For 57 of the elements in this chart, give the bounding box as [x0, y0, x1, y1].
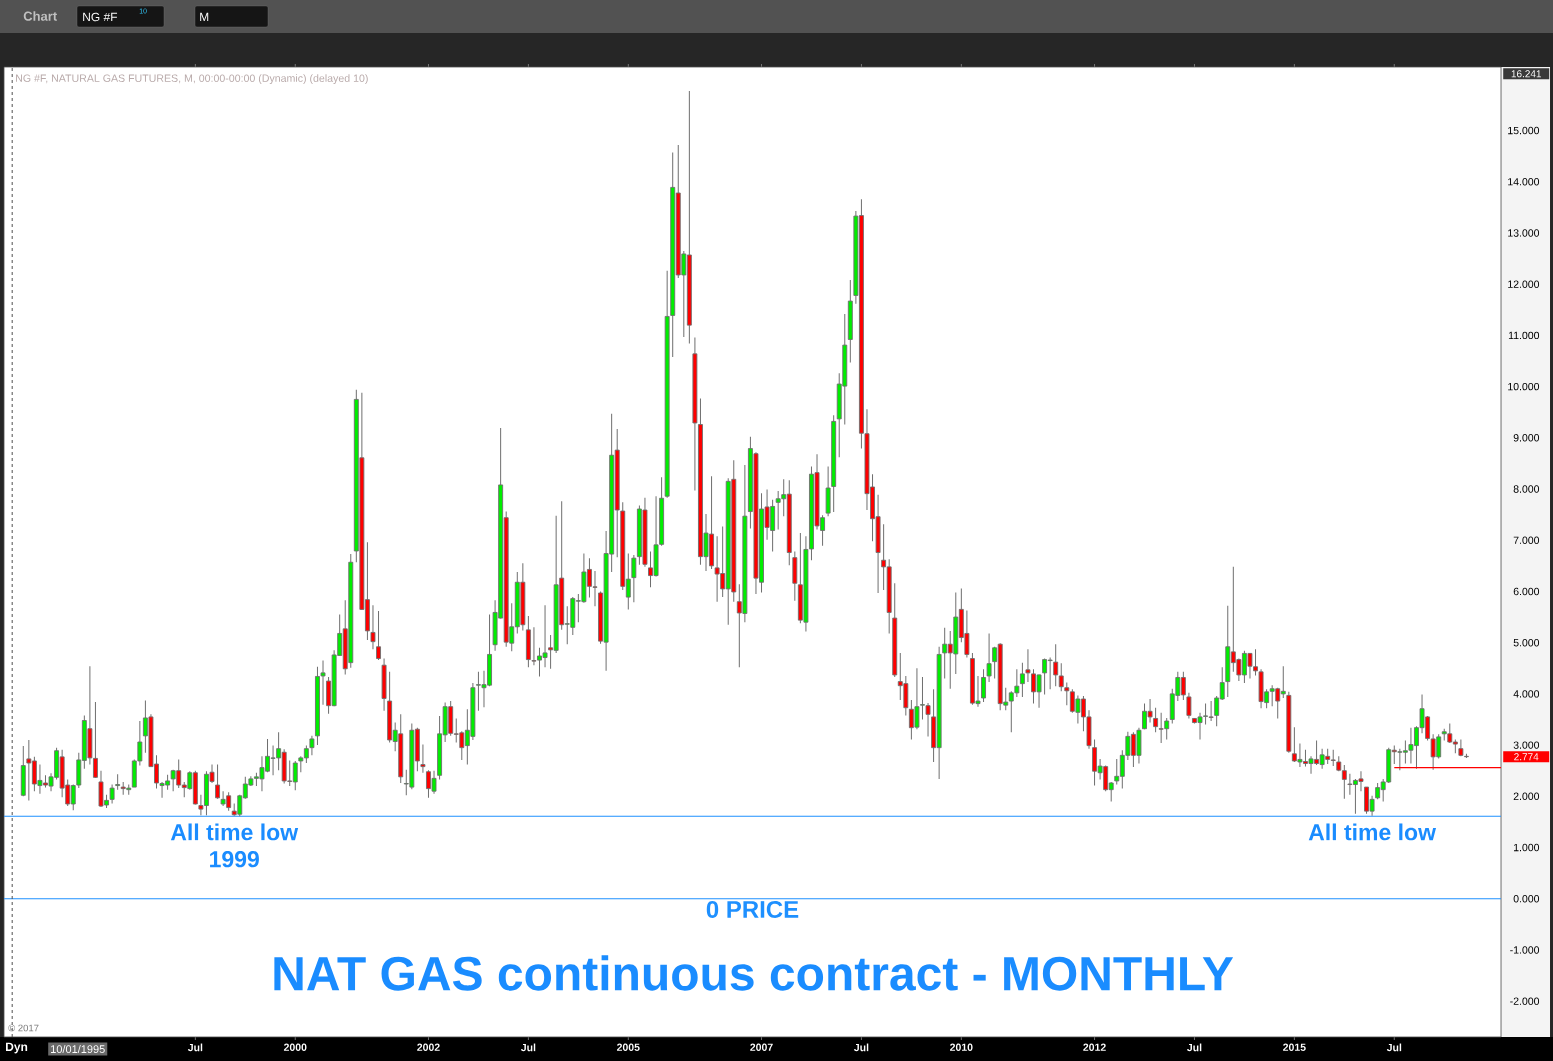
y-tick-label: 2.000 [1513, 792, 1540, 801]
x-tick-label: 2000 [283, 1043, 307, 1051]
candlestick [309, 735, 315, 756]
candlestick [109, 784, 115, 804]
y-tick-label: 9.000 [1513, 434, 1540, 442]
x-tick-label: Jul [1187, 1043, 1202, 1052]
y-tick-label: 0.000 [1513, 895, 1540, 903]
candlestick [115, 773, 121, 791]
candlestick [420, 744, 426, 774]
y-tick-label: 6.000 [1513, 587, 1540, 596]
x-tick-label: 2005 [616, 1043, 640, 1051]
text: Chart [23, 11, 57, 21]
candlestick [981, 668, 986, 703]
candlestick [1458, 738, 1464, 757]
y-tick-label: 15.000 [1508, 126, 1540, 135]
x-tick-label: Jul [520, 1043, 536, 1052]
x-tick-label: 2002 [417, 1043, 440, 1051]
y-tick-label: 11.000 [1508, 331, 1540, 340]
y-tick-label: 4.000 [1513, 690, 1540, 698]
candlestick [631, 554, 637, 603]
y-tick-label: -2.000 [1510, 997, 1540, 1005]
y-tick-label: 8.000 [1513, 485, 1540, 493]
y-tick-label: 10.000 [1508, 382, 1540, 391]
candlestick [376, 610, 381, 661]
text: 10/01/1995 [51, 1044, 105, 1054]
y-tick-label: 1.000 [1514, 843, 1540, 852]
candlestick [1153, 707, 1159, 733]
text: NG #F, NATURAL GAS FUTURES, M, 00:00-00:00 (Dynamic) (delayed 10) [16, 74, 368, 85]
x-tick-label: 2010 [950, 1043, 973, 1051]
x-tick-label: Jul [187, 1043, 203, 1052]
y-tick-label: 7.000 [1513, 536, 1540, 544]
candlestick [370, 604, 376, 650]
x-tick-label: Jul [1386, 1043, 1402, 1052]
annotation: All time low 1999 [170, 823, 299, 868]
candlestick [986, 632, 992, 683]
text: NG #F [83, 12, 118, 22]
y-tick-label: 14.000 [1508, 178, 1540, 186]
x-tick-label: 2015 [1283, 1043, 1306, 1051]
annotation: All time low [1308, 823, 1437, 841]
y-tick-label: 13.000 [1508, 229, 1540, 237]
annotation: © 2017 [8, 1024, 39, 1032]
candlestick [215, 764, 221, 800]
x-tick-label: 2012 [1083, 1043, 1106, 1051]
text: NAT GAS continuous contract - MONTHLY [274, 955, 1234, 991]
candlestick [1064, 682, 1070, 706]
text: 2.774 [1514, 753, 1539, 761]
x-tick-label: Jul [854, 1043, 869, 1052]
x-tick-label: 2007 [750, 1043, 773, 1051]
text: Dyn [6, 1042, 28, 1054]
ref-line-label: 0 PRICE [706, 900, 799, 918]
text: M [200, 12, 209, 22]
y-tick-label: 5.000 [1513, 638, 1540, 647]
y-tick-label: 3.000 [1513, 741, 1540, 749]
text: 16.241 [1511, 70, 1542, 78]
y-tick-label: 12.000 [1508, 280, 1540, 288]
y-tick-label: -1.000 [1510, 946, 1540, 954]
candlestick [1186, 692, 1192, 719]
